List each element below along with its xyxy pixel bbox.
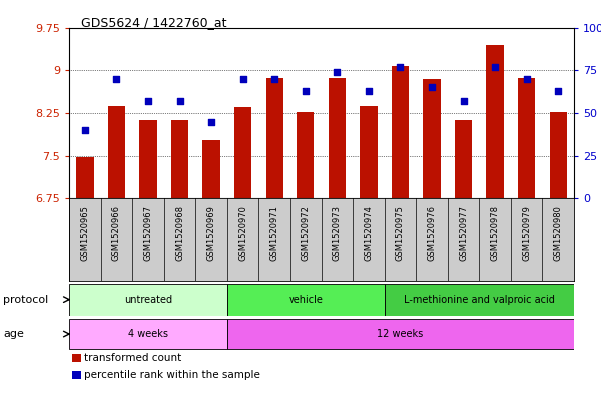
Text: 4 weeks: 4 weeks [128,329,168,339]
Point [80,127,90,133]
Bar [297,112,314,198]
Text: L-methionine and valproic acid: L-methionine and valproic acid [404,295,555,305]
Bar [518,78,535,198]
Bar [392,66,409,198]
Bar [171,120,188,198]
Point [490,64,500,70]
Text: GSM1520977: GSM1520977 [459,205,468,261]
Text: GSM1520976: GSM1520976 [427,205,436,261]
Bar [423,79,441,198]
Bar [549,112,567,198]
Point [332,69,342,75]
Text: GSM1520970: GSM1520970 [238,205,247,261]
Point [459,98,468,104]
Point [175,98,185,104]
Point [206,118,216,125]
Point [395,64,405,70]
Bar [360,106,377,198]
Text: untreated: untreated [124,295,172,305]
Bar [69,319,227,349]
Text: GSM1520968: GSM1520968 [175,205,184,261]
Bar [76,158,94,198]
Point [269,75,279,82]
Bar [486,45,504,198]
Bar [266,78,283,198]
Point [112,75,121,82]
Bar [203,140,220,198]
Text: GSM1520980: GSM1520980 [554,205,563,261]
Text: GSM1520969: GSM1520969 [207,205,216,261]
Text: percentile rank within the sample: percentile rank within the sample [84,370,260,380]
Text: GSM1520975: GSM1520975 [396,205,405,261]
Point [143,98,153,104]
Point [522,75,531,82]
Text: GSM1520971: GSM1520971 [270,205,279,261]
Text: transformed count: transformed count [84,353,182,363]
Bar [69,284,227,316]
Bar [227,319,574,349]
Text: GSM1520978: GSM1520978 [490,205,499,261]
Bar [329,78,346,198]
Bar [108,106,125,198]
Text: GSM1520966: GSM1520966 [112,205,121,261]
Bar [227,284,385,316]
Text: GSM1520972: GSM1520972 [301,205,310,261]
Text: GDS5624 / 1422760_at: GDS5624 / 1422760_at [81,16,227,29]
Text: protocol: protocol [3,295,48,305]
Text: GSM1520979: GSM1520979 [522,205,531,261]
Text: vehicle: vehicle [288,295,323,305]
Point [301,88,311,94]
Text: 12 weeks: 12 weeks [377,329,424,339]
Text: GSM1520965: GSM1520965 [81,205,90,261]
Point [364,88,374,94]
Bar [234,107,251,198]
Text: age: age [3,329,24,339]
Text: GSM1520973: GSM1520973 [333,205,342,261]
Text: GSM1520967: GSM1520967 [144,205,153,261]
Point [427,84,437,90]
Point [238,75,248,82]
Bar [455,120,472,198]
Point [554,88,563,94]
Text: GSM1520974: GSM1520974 [364,205,373,261]
Bar [139,120,157,198]
Bar [385,284,574,316]
